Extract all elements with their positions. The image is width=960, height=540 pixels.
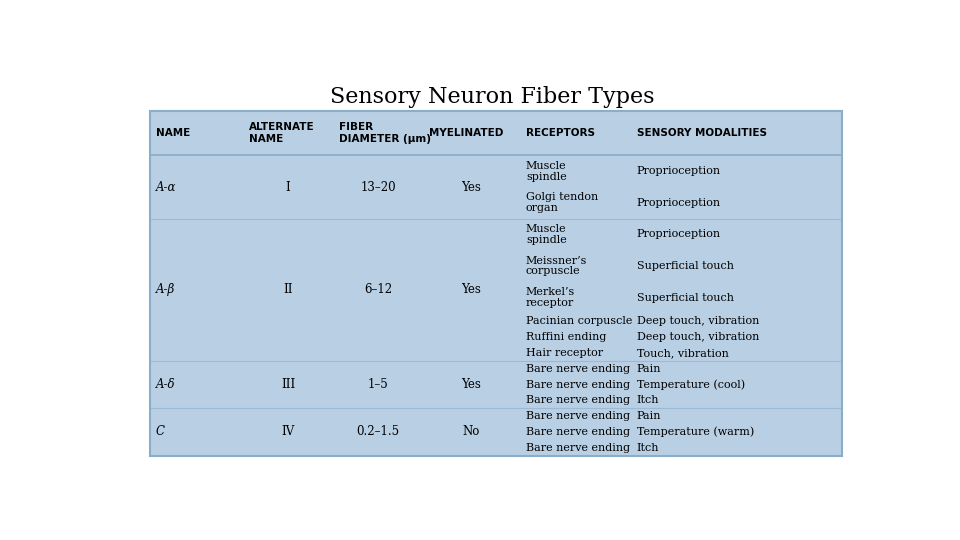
Text: Hair receptor: Hair receptor <box>526 348 603 358</box>
Text: Proprioception: Proprioception <box>636 198 721 208</box>
Text: FIBER
DIAMETER (μm): FIBER DIAMETER (μm) <box>339 122 431 144</box>
Text: IV: IV <box>281 426 295 438</box>
Text: Temperature (cool): Temperature (cool) <box>636 379 745 390</box>
Text: Bare nerve ending: Bare nerve ending <box>526 427 630 437</box>
Text: Bare nerve ending: Bare nerve ending <box>526 364 630 374</box>
Text: Deep touch, vibration: Deep touch, vibration <box>636 316 759 326</box>
Text: C: C <box>156 426 165 438</box>
Text: SENSORY MODALITIES: SENSORY MODALITIES <box>636 128 767 138</box>
Text: Deep touch, vibration: Deep touch, vibration <box>636 332 759 342</box>
Text: RECEPTORS: RECEPTORS <box>526 128 595 138</box>
Text: Ruffini ending: Ruffini ending <box>526 332 607 342</box>
Text: 6–12: 6–12 <box>364 283 392 296</box>
Text: A-δ: A-δ <box>156 378 176 391</box>
Text: NAME: NAME <box>156 128 190 138</box>
Text: Pacinian corpuscle: Pacinian corpuscle <box>526 316 633 326</box>
Text: Yes: Yes <box>462 180 482 193</box>
Text: A-α: A-α <box>156 180 176 193</box>
Text: Bare nerve ending: Bare nerve ending <box>526 443 630 453</box>
Text: Yes: Yes <box>462 378 482 391</box>
Text: No: No <box>463 426 480 438</box>
Text: Muscle
spindle: Muscle spindle <box>526 224 566 245</box>
Text: Yes: Yes <box>462 283 482 296</box>
Text: Bare nerve ending: Bare nerve ending <box>526 395 630 406</box>
Text: Muscle
spindle: Muscle spindle <box>526 161 566 181</box>
Text: Superficial touch: Superficial touch <box>636 293 733 302</box>
Text: Golgi tendon
organ: Golgi tendon organ <box>526 192 598 213</box>
Text: Proprioception: Proprioception <box>636 230 721 239</box>
Text: Pain: Pain <box>636 411 661 421</box>
Text: I: I <box>286 180 291 193</box>
Text: 13–20: 13–20 <box>360 180 396 193</box>
Text: Superficial touch: Superficial touch <box>636 261 733 271</box>
Text: Sensory Neuron Fiber Types: Sensory Neuron Fiber Types <box>329 85 655 107</box>
Text: Merkel’s
receptor: Merkel’s receptor <box>526 287 575 308</box>
Text: Bare nerve ending: Bare nerve ending <box>526 380 630 389</box>
Text: A-β: A-β <box>156 283 175 296</box>
Text: Itch: Itch <box>636 395 660 406</box>
Text: Proprioception: Proprioception <box>636 166 721 176</box>
Text: III: III <box>281 378 296 391</box>
FancyBboxPatch shape <box>150 111 842 456</box>
Text: Pain: Pain <box>636 364 661 374</box>
Text: Meissner’s
corpuscle: Meissner’s corpuscle <box>526 255 588 276</box>
Text: MYELINATED: MYELINATED <box>429 128 503 138</box>
Text: Touch, vibration: Touch, vibration <box>636 348 729 358</box>
Text: II: II <box>283 283 293 296</box>
Text: 0.2–1.5: 0.2–1.5 <box>356 426 399 438</box>
Text: Temperature (warm): Temperature (warm) <box>636 427 754 437</box>
Text: Itch: Itch <box>636 443 660 453</box>
Text: Bare nerve ending: Bare nerve ending <box>526 411 630 421</box>
Text: 1–5: 1–5 <box>368 378 389 391</box>
Text: ALTERNATE
NAME: ALTERNATE NAME <box>250 122 315 144</box>
